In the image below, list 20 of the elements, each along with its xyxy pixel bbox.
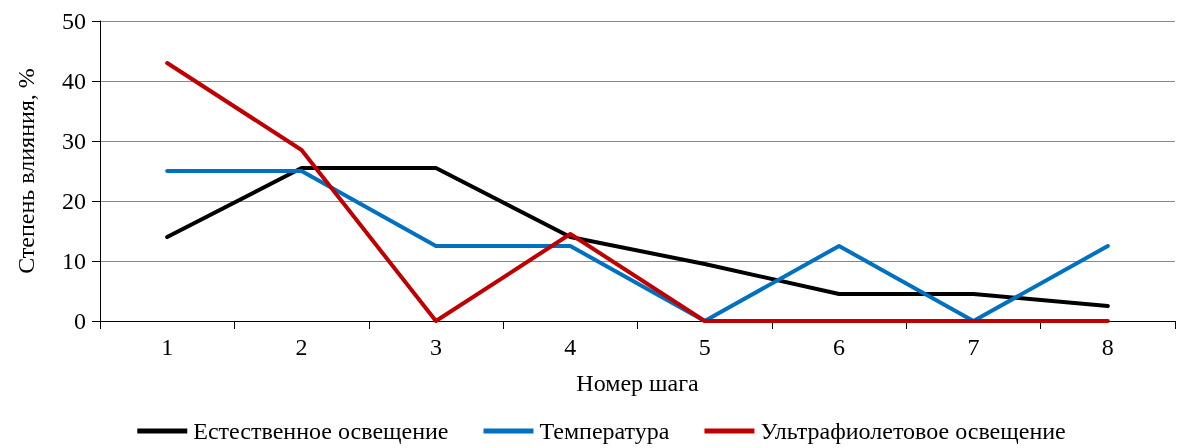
legend-label: Естественное освещение <box>193 418 449 444</box>
x-tick-label: 2 <box>295 334 308 360</box>
x-axis-title: Номер шага <box>576 370 700 396</box>
x-tick-label: 7 <box>967 334 980 360</box>
x-tick-label: 4 <box>564 334 577 360</box>
y-tick-label: 20 <box>62 188 86 214</box>
y-tick-label: 40 <box>62 68 86 94</box>
x-tick-label: 6 <box>833 334 846 360</box>
y-tick-label: 0 <box>74 308 86 334</box>
legend-label: Температура <box>539 418 670 444</box>
x-tick-label: 5 <box>698 334 711 360</box>
line-series <box>165 61 1110 323</box>
y-tick-label: 30 <box>62 128 86 154</box>
x-tick-label: 8 <box>1101 334 1114 360</box>
legend-label: Ультрафиолетовое освещение <box>760 418 1066 444</box>
x-tick-label: 1 <box>161 334 174 360</box>
x-tick-label: 3 <box>429 334 442 360</box>
y-tick-label: 10 <box>62 248 86 274</box>
y-axis-title: Степень влияния, % <box>13 68 39 274</box>
y-tick-label: 50 <box>62 8 86 34</box>
